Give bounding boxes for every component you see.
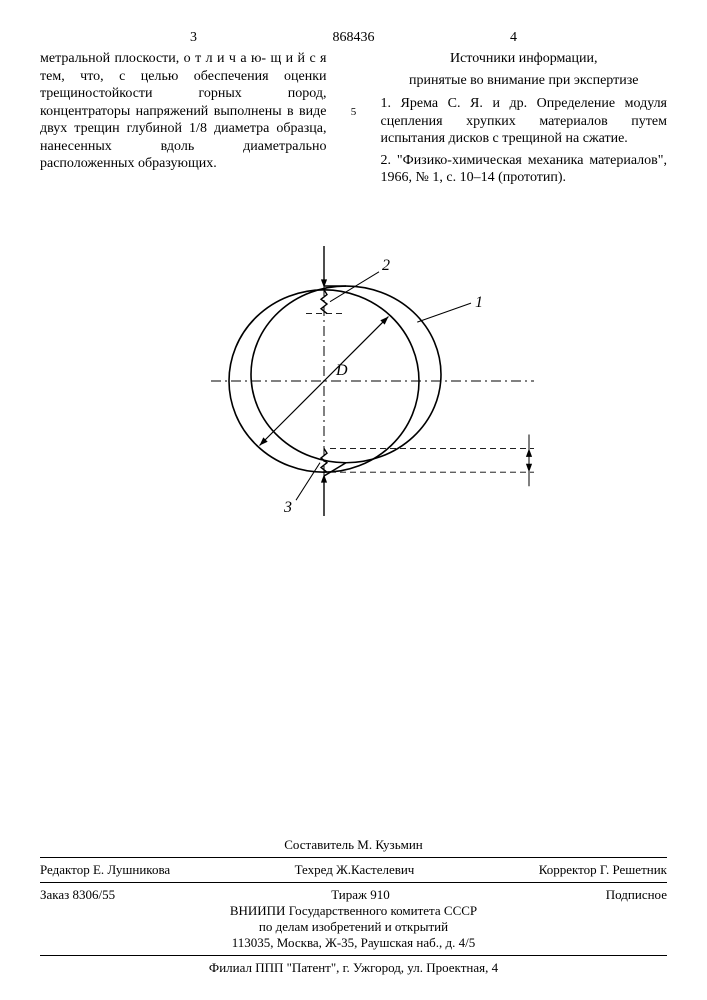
refs-heading-2: принятые во внимание при экспертизе — [381, 72, 668, 90]
right-column: Источники информации, принятые во вниман… — [381, 50, 668, 191]
imprint-footer: Составитель М. Кузьмин Редактор Е. Лушни… — [40, 837, 667, 976]
addr-line-1: 113035, Москва, Ж-35, Раушская наб., д. … — [40, 935, 667, 951]
sign: Подписное — [606, 887, 667, 903]
footer-rule-2 — [40, 882, 667, 883]
text-columns: метральной плоскости, о т л и ч а ю- щ и… — [40, 50, 667, 191]
addr-line-2: Филиал ППП "Патент", г. Ужгород, ул. Про… — [40, 960, 667, 976]
tirazh: Тираж 910 — [331, 887, 390, 903]
figure: Dh123 — [40, 231, 667, 551]
figure-svg: Dh123 — [174, 231, 534, 551]
compiler-line: Составитель М. Кузьмин — [40, 837, 667, 853]
org-line-2: по делам изобретений и открытий — [40, 919, 667, 935]
footer-rule-3 — [40, 955, 667, 956]
order-row: Заказ 8306/55 Тираж 910 Подписное — [40, 887, 667, 903]
editor-row: Редактор Е. Лушникова Техред Ж.Кастелеви… — [40, 862, 667, 878]
left-column: метральной плоскости, о т л и ч а ю- щ и… — [40, 50, 327, 191]
line-number-5: 5 — [347, 50, 361, 191]
reference-1: 1. Ярема С. Я. и др. Определение модуля … — [381, 95, 668, 148]
footer-rule-1 — [40, 857, 667, 858]
reference-2: 2. "Физико-химическая механика материало… — [381, 152, 668, 187]
refs-heading-1: Источники информации, — [381, 50, 668, 68]
corrector: Корректор Г. Решетник — [539, 862, 667, 878]
claim-continuation: метральной плоскости, о т л и ч а ю- щ и… — [40, 50, 327, 173]
svg-text:3: 3 — [283, 499, 292, 516]
svg-text:2: 2 — [382, 256, 390, 273]
editor: Редактор Е. Лушникова — [40, 862, 170, 878]
svg-text:D: D — [335, 362, 348, 379]
patent-number: 868436 — [333, 30, 375, 46]
column-numbers: 3 868436 4 — [40, 30, 667, 50]
org-line-1: ВНИИПИ Государственного комитета СССР — [40, 903, 667, 919]
col-right-num: 4 — [510, 30, 517, 46]
col-left-num: 3 — [190, 30, 197, 46]
svg-text:1: 1 — [475, 294, 483, 311]
order-no: Заказ 8306/55 — [40, 887, 115, 903]
tech-editor: Техред Ж.Кастелевич — [295, 862, 415, 878]
